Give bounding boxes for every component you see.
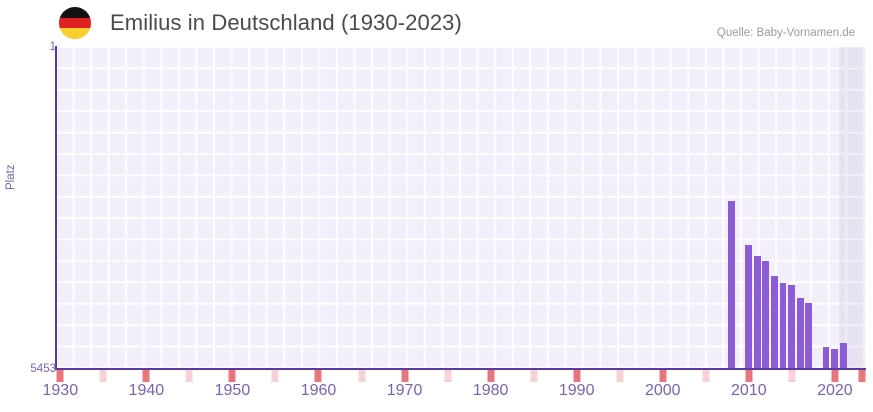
bar-2014[interactable] <box>779 283 787 368</box>
page-title: Emilius in Deutschland (1930-2023) <box>110 10 462 35</box>
x-axis-tick-label-1960: 1960 <box>300 382 337 399</box>
bar-2012[interactable] <box>762 261 770 368</box>
x-axis-tick-mark-2000 <box>659 370 667 382</box>
x-axis-tick-mark-minor-2015 <box>788 370 796 382</box>
y-axis-tick-bottom: 5453 <box>30 363 56 375</box>
x-axis-tick-mark-1990 <box>573 370 581 382</box>
bar-2017[interactable] <box>805 303 813 368</box>
x-axis-tick-mark-end <box>858 370 866 382</box>
x-axis-tick-mark-minor-1975 <box>444 370 452 382</box>
y-axis-tick-top: 1 <box>49 41 56 53</box>
bar-2016[interactable] <box>796 298 804 368</box>
x-axis-tick-mark-minor-1965 <box>358 370 366 382</box>
bar-2013[interactable] <box>770 276 778 368</box>
x-axis-tick-label-1970: 1970 <box>386 382 423 399</box>
german-flag-icon <box>59 7 91 39</box>
bar-2021[interactable] <box>839 343 847 368</box>
x-axis-tick-mark-minor-1945 <box>185 370 193 382</box>
x-axis-tick-label-2020: 2020 <box>817 382 853 399</box>
x-axis-tick-label-1950: 1950 <box>214 382 251 399</box>
x-axis-tick-mark-2020 <box>831 370 839 382</box>
flag-band-gold <box>59 28 91 39</box>
bar-2011[interactable] <box>753 256 761 368</box>
y-axis-line <box>55 46 57 369</box>
y-axis-title: Platz <box>5 164 17 190</box>
flag-band-red <box>59 17 91 29</box>
x-axis-tick-label-1930: 1930 <box>42 382 79 399</box>
x-axis-tick-mark-minor-1985 <box>530 370 538 382</box>
x-axis-tick-label-2010: 2010 <box>731 382 767 399</box>
chart-header: Emilius in Deutschland (1930-2023) Quell… <box>0 0 873 46</box>
x-axis-tick-mark-1950 <box>228 370 236 382</box>
x-axis-tick-label-1980: 1980 <box>472 382 509 399</box>
x-axis-tick-mark-minor-1935 <box>99 370 107 382</box>
flag-band-black <box>59 7 91 18</box>
x-axis-tick-label-1940: 1940 <box>128 382 165 399</box>
x-axis-tick-label-1990: 1990 <box>558 382 595 399</box>
x-axis-tick-mark-2010 <box>745 370 753 382</box>
bar-2019[interactable] <box>822 347 830 368</box>
x-axis-tick-mark-minor-2005 <box>702 370 710 382</box>
bar-2010[interactable] <box>745 245 752 368</box>
x-axis-tick-mark-minor-1955 <box>271 370 279 382</box>
bar-2020[interactable] <box>831 349 838 368</box>
x-axis-tick-mark-1960 <box>314 370 322 382</box>
bar-2015[interactable] <box>788 285 795 368</box>
x-axis-tick-mark-1940 <box>142 370 150 382</box>
bars-layer <box>56 47 865 368</box>
x-axis-tick-label-2000: 2000 <box>644 382 681 399</box>
x-axis-line <box>55 368 866 370</box>
x-axis-tick-mark-minor-1995 <box>616 370 624 382</box>
x-axis-tick-mark-1930 <box>56 370 64 382</box>
x-axis-tick-mark-1980 <box>487 370 495 382</box>
bar-2008[interactable] <box>727 201 735 368</box>
x-axis-tick-mark-1970 <box>401 370 409 382</box>
source-attribution: Quelle: Baby-Vornamen.de <box>716 27 855 39</box>
